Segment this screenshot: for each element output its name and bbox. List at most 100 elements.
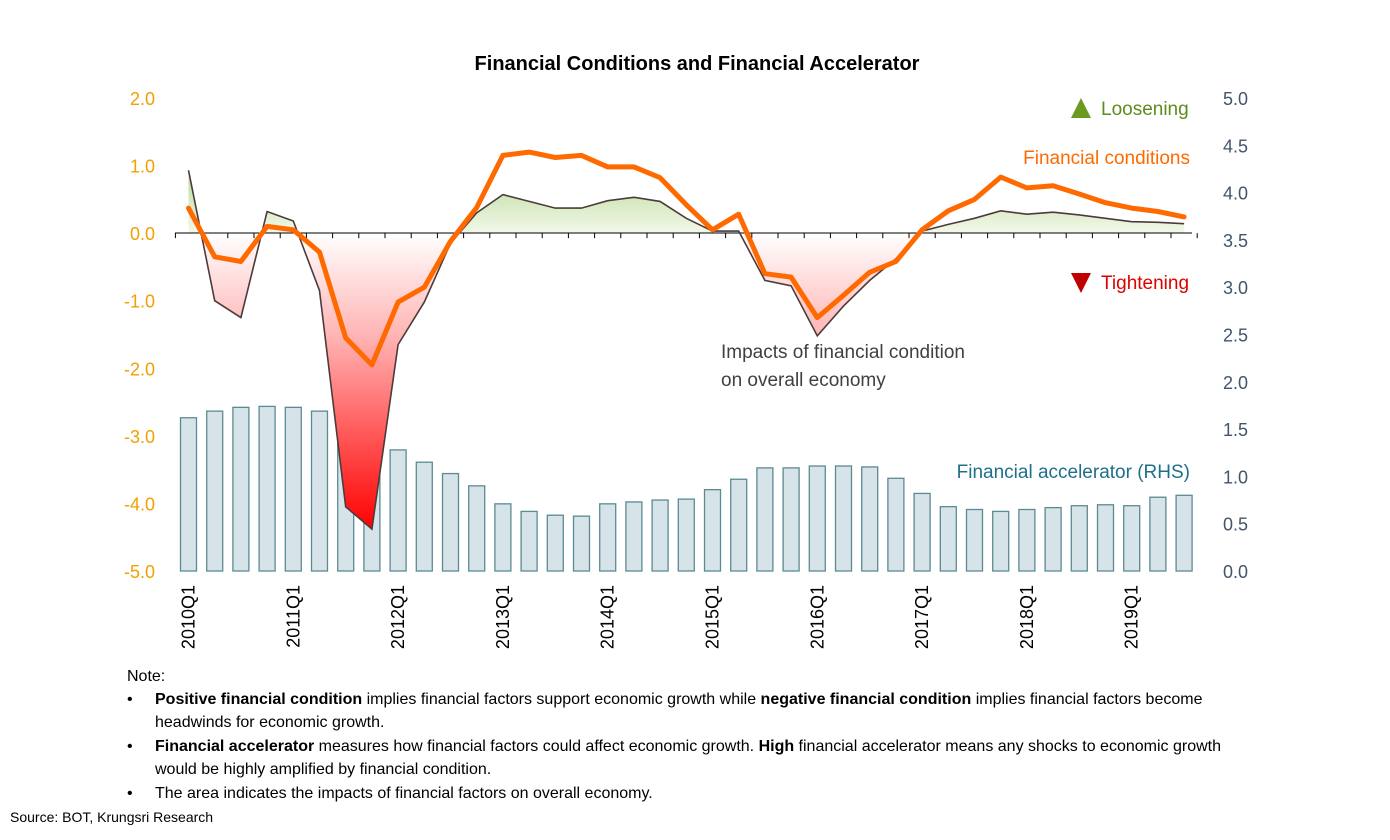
notes-list: Positive financial condition implies fin… <box>127 688 1267 805</box>
left-axis-tick-label: 1.0 <box>130 157 155 177</box>
x-axis-tick-label: 2017Q1 <box>912 585 932 649</box>
right-axis-tick-label: 4.0 <box>1223 184 1248 204</box>
notes-block: Note: Positive financial condition impli… <box>127 665 1267 806</box>
note-bold: Positive financial condition <box>155 691 363 708</box>
left-axis-tick-label: 2.0 <box>130 89 155 109</box>
accelerator-bar <box>206 410 224 572</box>
accelerator-bar <box>232 406 250 572</box>
x-axis-tick-label: 2011Q1 <box>283 585 303 648</box>
accelerator-bar <box>756 467 774 572</box>
right-axis-tick-label: 3.0 <box>1223 278 1248 298</box>
right-axis-tick-label: 0.0 <box>1223 562 1248 582</box>
right-axis-labels: 5.0 4.5 4.0 3.5 3.0 2.5 2.0 1.5 1.0 0.5 0.0 <box>1223 89 1248 582</box>
right-axis-tick-label: 1.5 <box>1223 420 1248 440</box>
accelerator-bar <box>546 514 564 572</box>
left-axis-labels: 2.0 1.0 0.0 -1.0 -2.0 -3.0 -4.0 -5.0 <box>124 89 155 582</box>
financial-conditions-line <box>186 149 1187 368</box>
tightening-label: Tightening <box>1101 273 1189 294</box>
note-bold: High <box>758 738 795 755</box>
right-axis-tick-label: 2.5 <box>1223 326 1248 346</box>
accelerator-bar <box>258 405 276 572</box>
left-axis-tick-label: -4.0 <box>124 494 155 514</box>
x-tick-marks <box>174 233 1198 239</box>
x-axis-tick-label: 2014Q1 <box>598 585 618 649</box>
accelerator-bar <box>284 406 302 572</box>
impact-label-line1: Impacts of financial condition <box>721 342 965 363</box>
left-axis-tick-label: -5.0 <box>124 562 155 582</box>
note-financial-accelerator: Financial accelerator measures how finan… <box>127 735 1267 781</box>
accelerator-bar <box>913 492 931 572</box>
note-area-meaning: The area indicates the impacts of financ… <box>127 782 1267 805</box>
series-lines <box>186 149 1187 531</box>
note-text: measures how financial factors could aff… <box>314 738 759 755</box>
accelerator-bar <box>1149 496 1167 572</box>
impact-area-negative <box>188 233 1185 530</box>
accelerator-bar <box>1175 494 1193 572</box>
accelerator-bar <box>887 477 905 572</box>
tightening-down-triangle-icon <box>1071 273 1091 293</box>
right-axis-tick-label: 1.0 <box>1223 467 1248 487</box>
accelerator-bar <box>572 515 591 572</box>
accelerator-bar <box>1123 505 1141 572</box>
loosening-up-triangle-icon <box>1071 98 1091 118</box>
accelerator-bar <box>441 472 460 572</box>
accelerator-bar <box>782 467 800 572</box>
accelerator-bar <box>599 503 617 572</box>
notes-heading: Note: <box>127 668 166 685</box>
chart: Financial Conditions and Financial Accel… <box>124 53 1248 649</box>
accelerator-bar <box>1044 506 1062 572</box>
note-bold: negative financial condition <box>760 691 972 708</box>
accelerator-bar <box>1096 504 1115 572</box>
accelerator-bar <box>965 508 984 572</box>
right-axis-tick-label: 3.5 <box>1223 231 1248 251</box>
note-text: implies financial factors become headwin… <box>155 691 1203 731</box>
accelerator-bar <box>520 510 538 572</box>
chart-title: Financial Conditions and Financial Accel… <box>475 53 920 75</box>
accelerator-bar <box>939 506 957 572</box>
accelerator-bar <box>808 465 826 572</box>
left-axis-tick-label: -2.0 <box>124 359 155 379</box>
left-axis-tick-label: -1.0 <box>124 292 155 312</box>
accelerator-bar <box>494 503 512 572</box>
accelerator-bar <box>389 449 407 572</box>
accelerator-bar <box>651 499 669 572</box>
right-axis-tick-label: 2.0 <box>1223 373 1248 393</box>
accelerator-bar <box>310 410 329 572</box>
x-axis-tick-label: 2018Q1 <box>1017 585 1037 649</box>
impact-label-line2: on overall economy <box>721 370 886 391</box>
accelerator-bar <box>861 466 879 572</box>
loosening-label: Loosening <box>1101 99 1189 120</box>
accelerator-bar <box>834 465 853 572</box>
left-axis-tick-label: 0.0 <box>130 224 155 244</box>
x-axis-tick-label: 2012Q1 <box>388 585 408 649</box>
right-axis-tick-label: 5.0 <box>1223 89 1248 109</box>
right-axis-tick-label: 0.5 <box>1223 515 1248 535</box>
x-axis-tick-label: 2013Q1 <box>493 585 513 649</box>
accelerator-bar <box>1070 505 1088 572</box>
source-note: Source: BOT, Krungsri Research <box>10 809 214 825</box>
accelerator-bar <box>992 510 1010 572</box>
note-text: implies financial factors support econom… <box>362 691 761 708</box>
accelerator-bar <box>468 485 486 572</box>
x-axis-tick-label: 2016Q1 <box>807 585 827 649</box>
note-text: financial accelerator means any shocks t… <box>155 738 1221 778</box>
x-axis-tick-label: 2015Q1 <box>703 585 723 649</box>
accelerator-bar <box>703 488 722 572</box>
note-bold: Financial accelerator <box>155 738 315 755</box>
financial-conditions-label: Financial conditions <box>1023 148 1190 169</box>
financial-accelerator-label: Financial accelerator (RHS) <box>957 462 1190 483</box>
accelerator-bar <box>677 498 695 572</box>
accelerator-bar <box>1018 508 1036 572</box>
x-axis-tick-label: 2010Q1 <box>179 585 199 649</box>
x-axis-labels: 2010Q1 2011Q1 2012Q1 2013Q1 2014Q1 2015Q1 2016… <box>179 585 1142 649</box>
impact-series-line <box>187 170 1185 531</box>
accelerator-bar <box>179 417 198 572</box>
accelerator-bar <box>730 478 748 572</box>
left-axis-tick-label: -3.0 <box>124 427 155 447</box>
note-positive-condition: Positive financial condition implies fin… <box>127 688 1267 734</box>
accelerator-bar <box>415 461 433 572</box>
accelerator-bars <box>179 405 1193 572</box>
right-axis-tick-label: 4.5 <box>1223 136 1248 156</box>
x-axis-tick-label: 2019Q1 <box>1122 585 1142 649</box>
accelerator-bar <box>625 501 643 572</box>
